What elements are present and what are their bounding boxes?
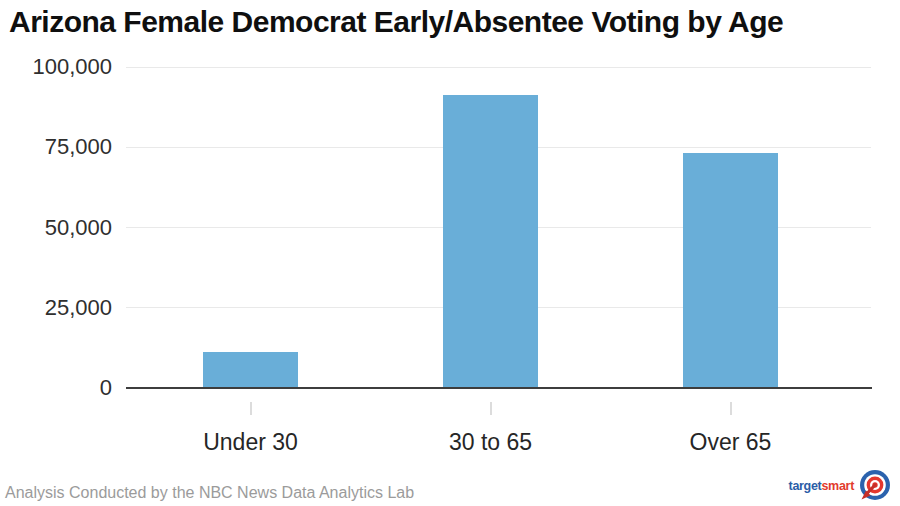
x-axis-tick: [490, 402, 492, 415]
y-axis-tick-label: 75,000: [0, 134, 112, 160]
source-credit: Analysis Conducted by the NBC News Data …: [5, 484, 414, 502]
x-axis-tick-label: Over 65: [621, 429, 841, 456]
targetsmart-logo: targetsmart: [789, 468, 892, 504]
logo-word-smart: smart: [821, 479, 854, 493]
bar-30-to-65: [443, 95, 538, 387]
y-axis-tick-label: 100,000: [0, 54, 112, 80]
x-axis-tick-label: Under 30: [141, 429, 361, 456]
x-axis-tick: [250, 402, 252, 415]
x-axis-line: [126, 387, 872, 389]
y-axis-tick-label: 25,000: [0, 295, 112, 321]
target-bullseye-icon: [858, 469, 892, 503]
chart-page: Arizona Female Democrat Early/Absentee V…: [0, 0, 900, 506]
bar-under-30: [203, 352, 298, 387]
targetsmart-logo-text: targetsmart: [789, 479, 854, 493]
chart-title: Arizona Female Democrat Early/Absentee V…: [9, 5, 895, 39]
y-axis-tick-label: 0: [0, 375, 112, 401]
gridline: [126, 67, 871, 68]
x-axis-tick: [730, 402, 732, 415]
logo-word-target: target: [789, 479, 822, 493]
bar-over-65: [683, 153, 778, 387]
x-axis-tick-label: 30 to 65: [381, 429, 601, 456]
y-axis-tick-label: 50,000: [0, 215, 112, 241]
